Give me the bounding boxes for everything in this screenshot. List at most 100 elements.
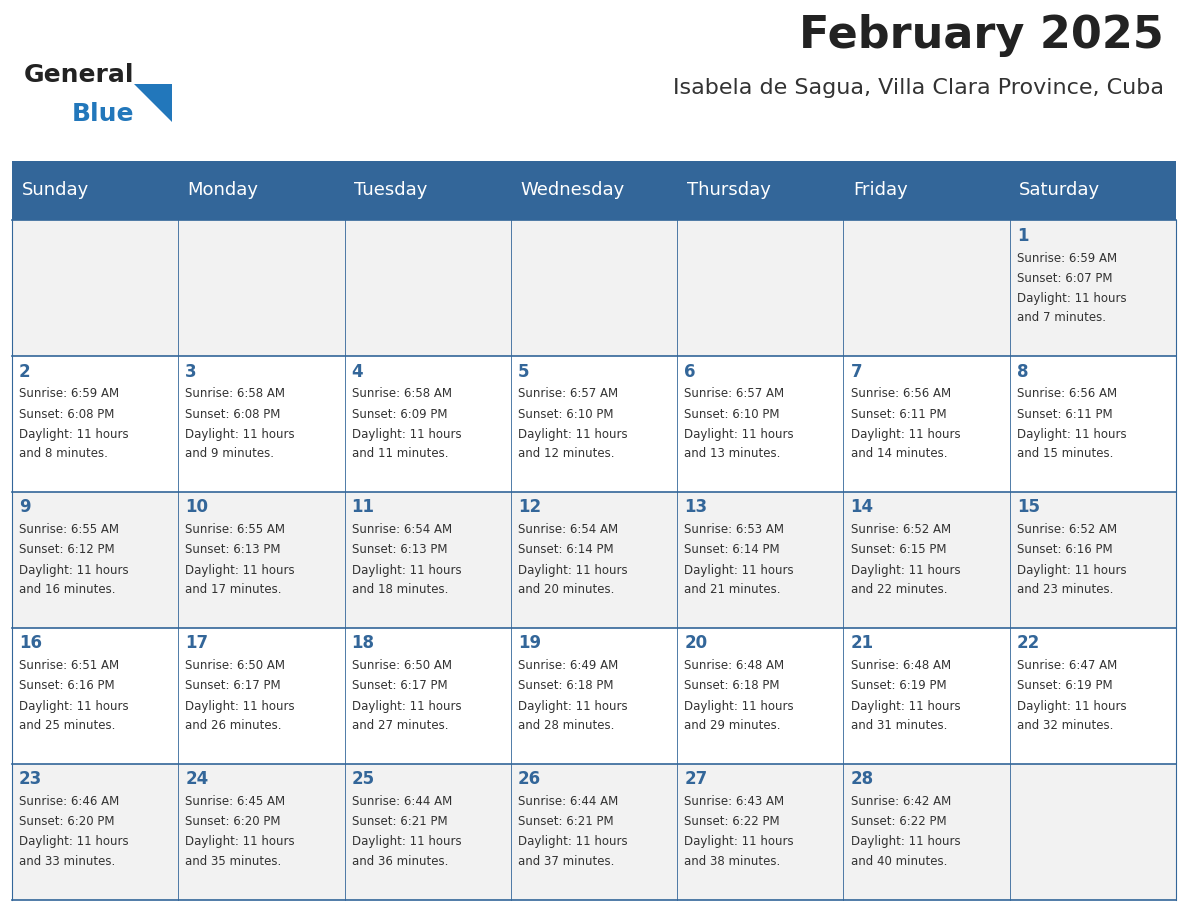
Text: Sunset: 6:14 PM: Sunset: 6:14 PM — [518, 543, 613, 556]
Text: Sunrise: 6:59 AM: Sunrise: 6:59 AM — [19, 387, 119, 400]
Text: 21: 21 — [851, 634, 873, 653]
Text: 18: 18 — [352, 634, 374, 653]
Text: 24: 24 — [185, 770, 209, 789]
Text: Sunrise: 6:57 AM: Sunrise: 6:57 AM — [684, 387, 784, 400]
Text: 13: 13 — [684, 498, 707, 517]
Text: Daylight: 11 hours: Daylight: 11 hours — [684, 564, 794, 577]
Text: Daylight: 11 hours: Daylight: 11 hours — [1017, 564, 1126, 577]
Text: 14: 14 — [851, 498, 873, 517]
Text: Daylight: 11 hours: Daylight: 11 hours — [518, 428, 627, 441]
Text: and 22 minutes.: and 22 minutes. — [851, 583, 947, 596]
Text: Sunset: 6:21 PM: Sunset: 6:21 PM — [518, 815, 613, 828]
Text: Sunset: 6:17 PM: Sunset: 6:17 PM — [185, 679, 280, 692]
Text: Sunrise: 6:53 AM: Sunrise: 6:53 AM — [684, 523, 784, 536]
Text: Daylight: 11 hours: Daylight: 11 hours — [1017, 700, 1126, 712]
Text: Sunrise: 6:59 AM: Sunrise: 6:59 AM — [1017, 252, 1117, 264]
Text: Sunset: 6:18 PM: Sunset: 6:18 PM — [684, 679, 779, 692]
Text: Sunrise: 6:57 AM: Sunrise: 6:57 AM — [518, 387, 618, 400]
Text: and 13 minutes.: and 13 minutes. — [684, 447, 781, 460]
Text: Sunday: Sunday — [21, 182, 89, 199]
Text: 5: 5 — [518, 363, 530, 381]
Text: and 40 minutes.: and 40 minutes. — [851, 855, 947, 868]
Text: Daylight: 11 hours: Daylight: 11 hours — [684, 428, 794, 441]
Text: Sunrise: 6:46 AM: Sunrise: 6:46 AM — [19, 795, 119, 808]
Text: Daylight: 11 hours: Daylight: 11 hours — [851, 564, 960, 577]
Text: and 9 minutes.: and 9 minutes. — [185, 447, 274, 460]
Text: Daylight: 11 hours: Daylight: 11 hours — [185, 700, 295, 712]
Text: and 20 minutes.: and 20 minutes. — [518, 583, 614, 596]
Text: February 2025: February 2025 — [800, 14, 1164, 57]
Text: and 15 minutes.: and 15 minutes. — [1017, 447, 1113, 460]
Text: Sunset: 6:12 PM: Sunset: 6:12 PM — [19, 543, 114, 556]
Text: 16: 16 — [19, 634, 42, 653]
Text: and 38 minutes.: and 38 minutes. — [684, 855, 781, 868]
Bar — [12, 764, 1176, 900]
Text: Daylight: 11 hours: Daylight: 11 hours — [851, 700, 960, 712]
Text: Sunrise: 6:58 AM: Sunrise: 6:58 AM — [185, 387, 285, 400]
Text: 7: 7 — [851, 363, 862, 381]
Text: and 21 minutes.: and 21 minutes. — [684, 583, 781, 596]
Text: Isabela de Sagua, Villa Clara Province, Cuba: Isabela de Sagua, Villa Clara Province, … — [674, 78, 1164, 98]
Text: 9: 9 — [19, 498, 31, 517]
Text: Sunset: 6:16 PM: Sunset: 6:16 PM — [19, 679, 114, 692]
Text: Sunset: 6:10 PM: Sunset: 6:10 PM — [518, 408, 613, 420]
Text: and 35 minutes.: and 35 minutes. — [185, 855, 282, 868]
Text: Sunset: 6:15 PM: Sunset: 6:15 PM — [851, 543, 946, 556]
Text: 15: 15 — [1017, 498, 1040, 517]
Text: Sunset: 6:09 PM: Sunset: 6:09 PM — [352, 408, 447, 420]
Text: Sunset: 6:17 PM: Sunset: 6:17 PM — [352, 679, 447, 692]
Text: Sunset: 6:18 PM: Sunset: 6:18 PM — [518, 679, 613, 692]
Text: 26: 26 — [518, 770, 541, 789]
Text: Sunrise: 6:42 AM: Sunrise: 6:42 AM — [851, 795, 950, 808]
Text: Saturday: Saturday — [1019, 182, 1100, 199]
Text: Daylight: 11 hours: Daylight: 11 hours — [1017, 292, 1126, 305]
Text: and 27 minutes.: and 27 minutes. — [352, 719, 448, 732]
Text: Daylight: 11 hours: Daylight: 11 hours — [851, 835, 960, 848]
Text: Daylight: 11 hours: Daylight: 11 hours — [352, 428, 461, 441]
Text: and 14 minutes.: and 14 minutes. — [851, 447, 947, 460]
Text: Sunrise: 6:51 AM: Sunrise: 6:51 AM — [19, 659, 119, 672]
Text: Sunset: 6:07 PM: Sunset: 6:07 PM — [1017, 272, 1112, 285]
Text: and 7 minutes.: and 7 minutes. — [1017, 311, 1106, 324]
Text: Sunset: 6:19 PM: Sunset: 6:19 PM — [1017, 679, 1112, 692]
Text: and 23 minutes.: and 23 minutes. — [1017, 583, 1113, 596]
Text: Daylight: 11 hours: Daylight: 11 hours — [1017, 428, 1126, 441]
Text: Sunrise: 6:45 AM: Sunrise: 6:45 AM — [185, 795, 285, 808]
Text: General: General — [24, 63, 134, 87]
Text: Thursday: Thursday — [687, 182, 771, 199]
Text: and 36 minutes.: and 36 minutes. — [352, 855, 448, 868]
Text: Sunset: 6:19 PM: Sunset: 6:19 PM — [851, 679, 946, 692]
Text: 27: 27 — [684, 770, 708, 789]
Bar — [12, 220, 1176, 356]
Text: and 37 minutes.: and 37 minutes. — [518, 855, 614, 868]
Text: and 18 minutes.: and 18 minutes. — [352, 583, 448, 596]
Text: Daylight: 11 hours: Daylight: 11 hours — [352, 700, 461, 712]
Text: Sunrise: 6:44 AM: Sunrise: 6:44 AM — [352, 795, 451, 808]
Bar — [12, 628, 1176, 764]
Text: Daylight: 11 hours: Daylight: 11 hours — [684, 700, 794, 712]
Text: Sunrise: 6:54 AM: Sunrise: 6:54 AM — [518, 523, 618, 536]
Text: Daylight: 11 hours: Daylight: 11 hours — [19, 835, 128, 848]
Text: Sunset: 6:20 PM: Sunset: 6:20 PM — [185, 815, 280, 828]
Text: Daylight: 11 hours: Daylight: 11 hours — [352, 564, 461, 577]
Text: Sunrise: 6:44 AM: Sunrise: 6:44 AM — [518, 795, 618, 808]
Text: 12: 12 — [518, 498, 541, 517]
Text: Sunset: 6:08 PM: Sunset: 6:08 PM — [19, 408, 114, 420]
Text: Sunset: 6:22 PM: Sunset: 6:22 PM — [851, 815, 946, 828]
Text: Sunrise: 6:50 AM: Sunrise: 6:50 AM — [185, 659, 285, 672]
Bar — [12, 356, 1176, 492]
Text: Sunrise: 6:50 AM: Sunrise: 6:50 AM — [352, 659, 451, 672]
Text: 28: 28 — [851, 770, 873, 789]
Text: Blue: Blue — [71, 102, 134, 126]
Text: Daylight: 11 hours: Daylight: 11 hours — [185, 835, 295, 848]
Text: Sunrise: 6:58 AM: Sunrise: 6:58 AM — [352, 387, 451, 400]
Text: Daylight: 11 hours: Daylight: 11 hours — [185, 564, 295, 577]
Text: Daylight: 11 hours: Daylight: 11 hours — [851, 428, 960, 441]
Text: Sunset: 6:13 PM: Sunset: 6:13 PM — [185, 543, 280, 556]
Text: Tuesday: Tuesday — [354, 182, 428, 199]
Text: Sunrise: 6:56 AM: Sunrise: 6:56 AM — [1017, 387, 1117, 400]
Bar — [12, 161, 1176, 220]
Text: Daylight: 11 hours: Daylight: 11 hours — [518, 835, 627, 848]
Text: and 12 minutes.: and 12 minutes. — [518, 447, 614, 460]
Text: and 31 minutes.: and 31 minutes. — [851, 719, 947, 732]
